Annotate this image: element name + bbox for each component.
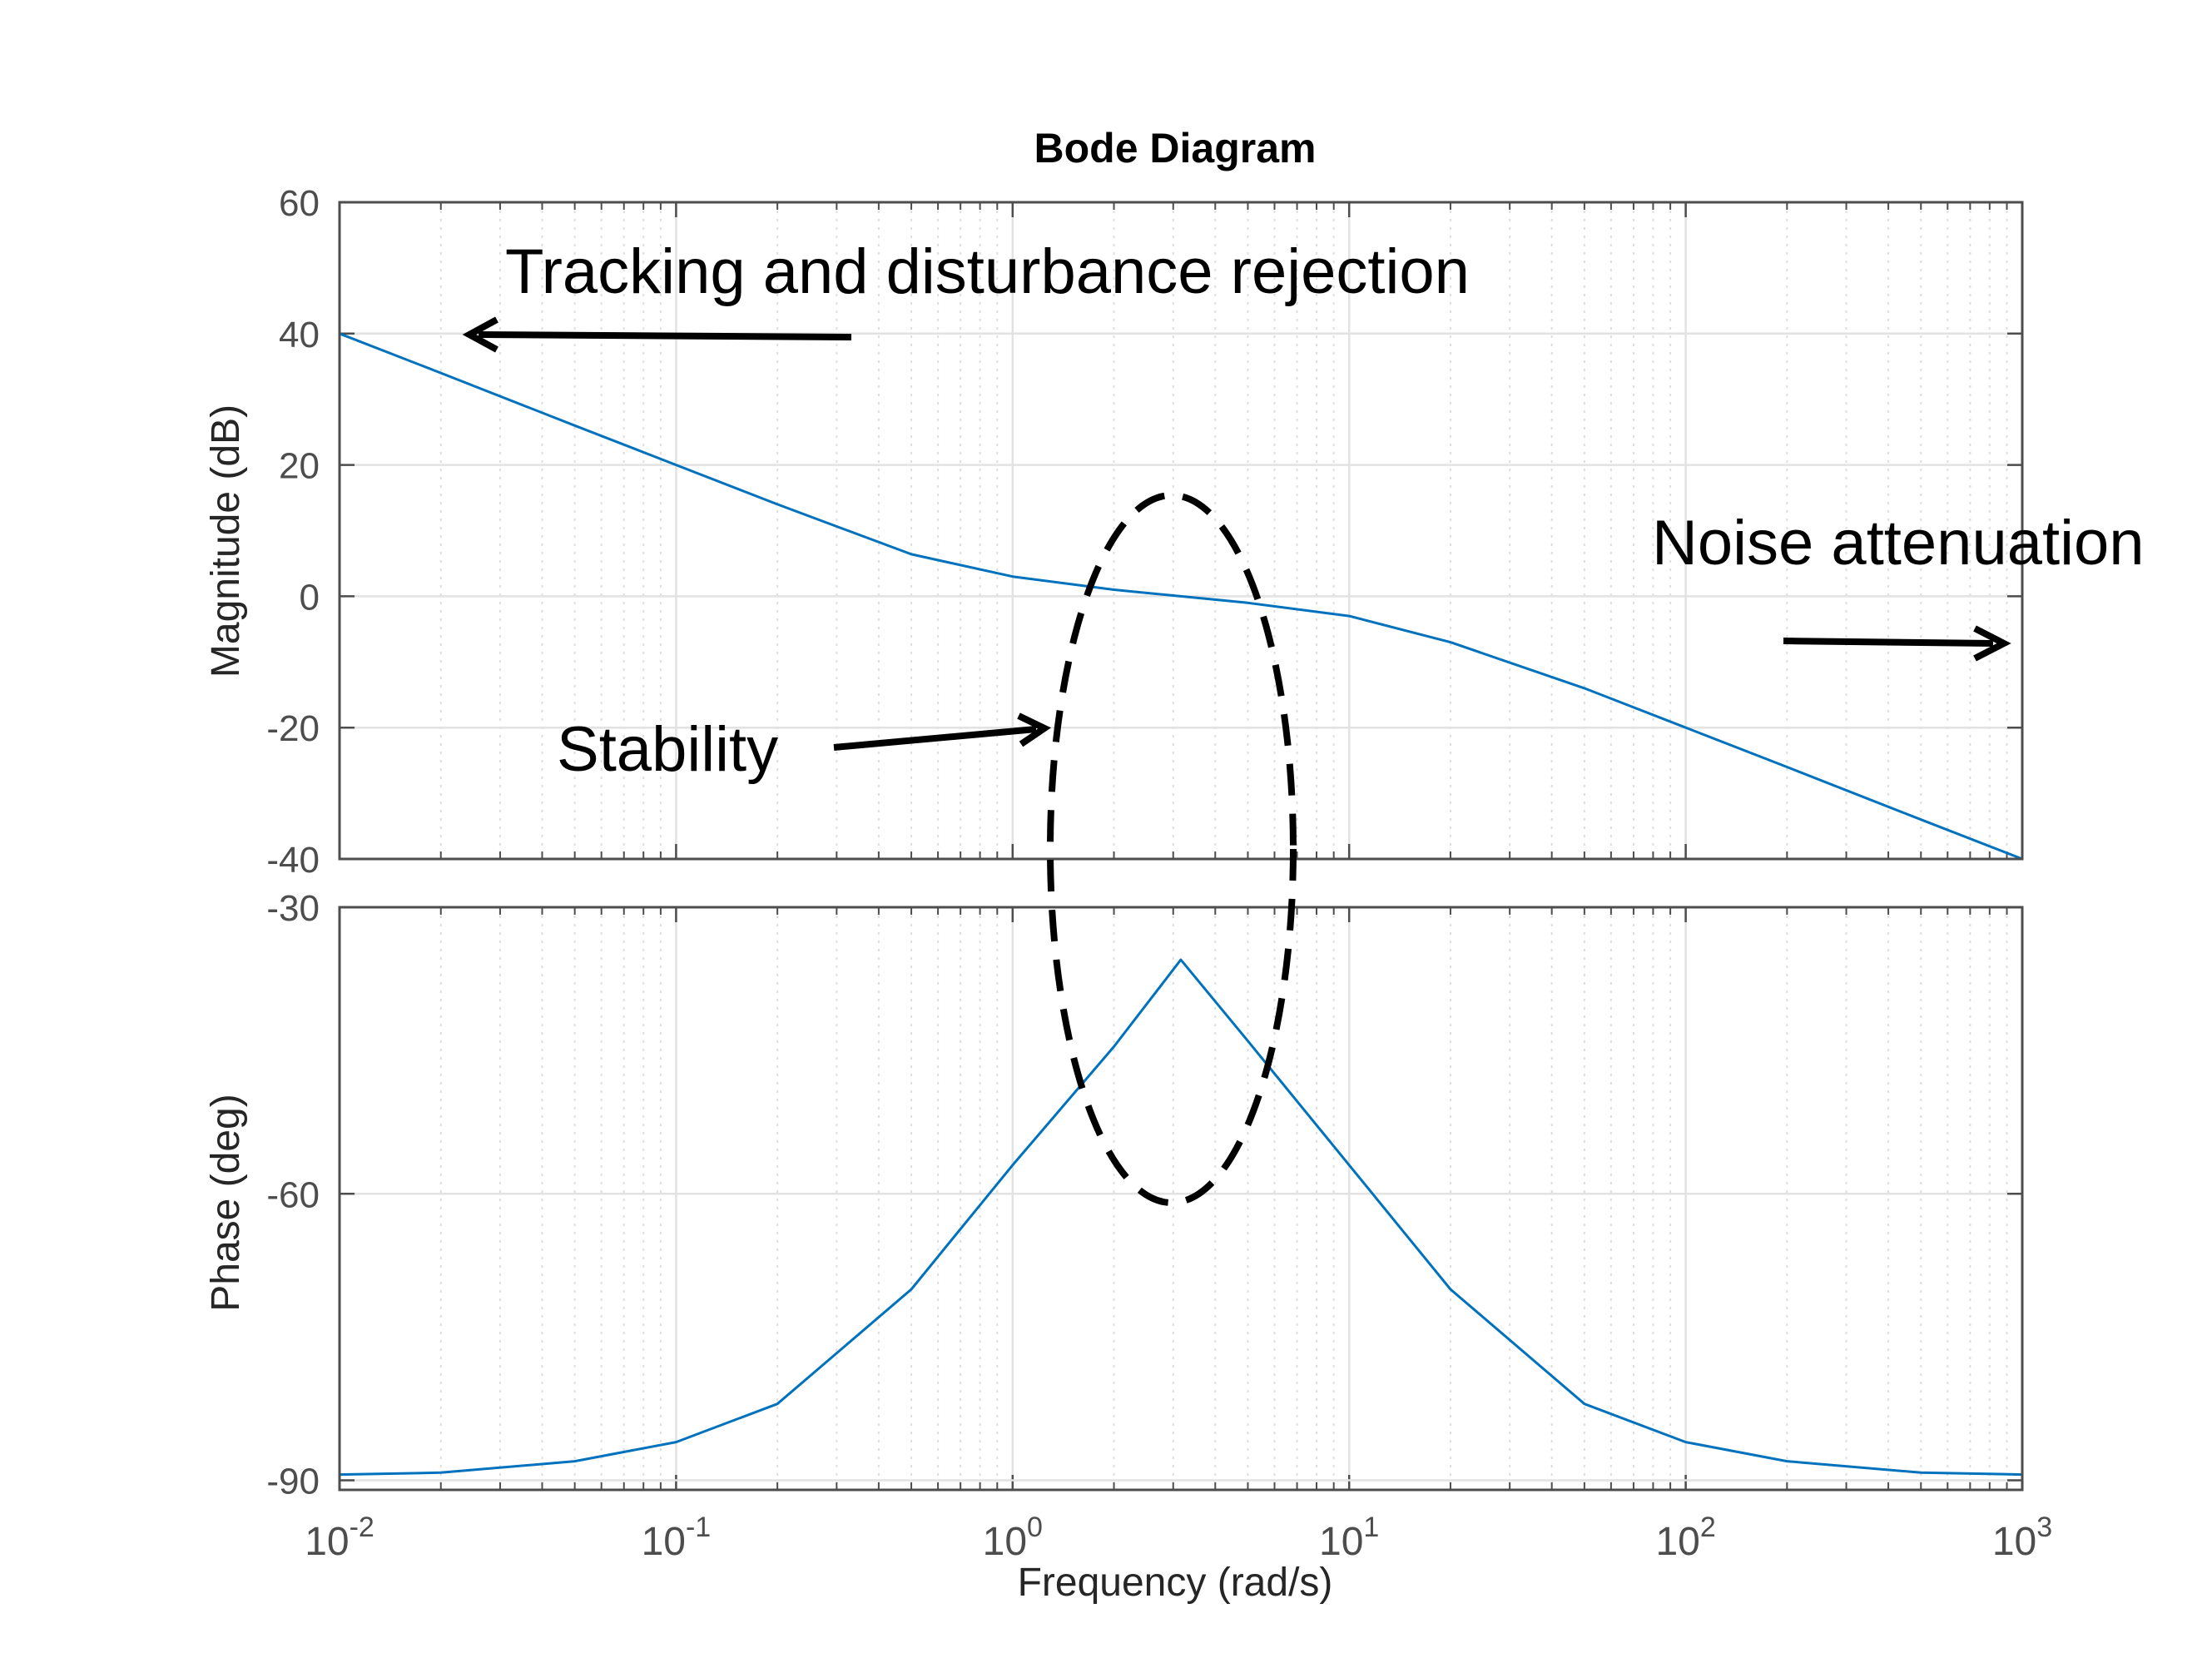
data-point [910, 553, 913, 555]
x-tick-label: 103 [1992, 1512, 2052, 1564]
phase-panel: -30 -60 -90 [266, 888, 2024, 1502]
x-axis-ticks: 10-2 10-1 100 101 102 103 [305, 1512, 2052, 1564]
phase-series [339, 958, 2023, 1477]
data-point [1348, 615, 1351, 618]
x-tick-label: 102 [1655, 1512, 1715, 1564]
x-axis-label: Frequency (rad/s) [1018, 1561, 1333, 1605]
data-point [1179, 595, 1182, 598]
data-point [1449, 641, 1451, 643]
y-tick-label: 0 [300, 577, 320, 618]
x-tick-label: 10-2 [305, 1512, 374, 1564]
tracking-annotation: Tracking and disturbance rejection [505, 236, 1470, 307]
noise-annotation: Noise attenuation [1652, 508, 2145, 578]
plot-frame [338, 201, 2024, 861]
data-point [1786, 1460, 1788, 1462]
data-point [1247, 1040, 1249, 1042]
data-point [776, 1402, 779, 1405]
data-point [1583, 1402, 1585, 1405]
data-point [1449, 1288, 1451, 1291]
y-tick-label: -90 [266, 1462, 320, 1502]
y-tick-label: -30 [266, 888, 320, 929]
magnitude-axis-label: Magnitude (dB) [204, 405, 248, 678]
chart-title: Bode Diagram [1034, 125, 1317, 171]
data-point [776, 503, 779, 505]
plot-frame [338, 906, 2024, 1492]
data-point [573, 424, 576, 427]
data-point [1113, 588, 1115, 591]
data-point [1113, 1045, 1115, 1048]
data-point [675, 1441, 677, 1443]
annotations: Tracking and disturbance rejection Noise… [462, 236, 2145, 1206]
magnitude-panel: 60 40 20 0 -20 -40 [266, 183, 2024, 881]
y-tick-label: -20 [266, 708, 320, 749]
data-point [910, 1288, 913, 1291]
y-tick-label: -40 [266, 840, 320, 881]
data-point [1920, 1472, 1922, 1474]
y-tick-label: -60 [266, 1174, 320, 1215]
data-point [1684, 727, 1687, 729]
data-point [573, 1460, 576, 1462]
y-tick-label: 60 [279, 183, 320, 224]
data-point [439, 372, 442, 375]
data-point [1583, 687, 1585, 689]
data-point [1920, 818, 1922, 821]
x-tick-label: 100 [983, 1512, 1043, 1564]
x-tick-label: 101 [1319, 1512, 1379, 1564]
data-point [439, 1472, 442, 1474]
data-point [1011, 1164, 1014, 1166]
data-point [1247, 602, 1249, 604]
data-point [1011, 575, 1014, 578]
data-point [1179, 959, 1182, 961]
right-arrow [1783, 625, 2011, 662]
stability-ellipse [1047, 492, 1297, 1206]
left-arrow [462, 316, 852, 353]
y-tick-label: 40 [279, 315, 320, 355]
data-point [675, 464, 677, 466]
data-point [1348, 1164, 1351, 1166]
stability-arrow [833, 712, 1051, 751]
data-point [1786, 766, 1788, 768]
y-tick-label: 20 [279, 446, 320, 487]
magnitude-series [339, 332, 2023, 861]
data-point [1684, 1441, 1687, 1443]
x-tick-label: 10-1 [642, 1512, 712, 1564]
stability-annotation: Stability [557, 714, 778, 785]
phase-axis-label: Phase (deg) [204, 1094, 248, 1312]
